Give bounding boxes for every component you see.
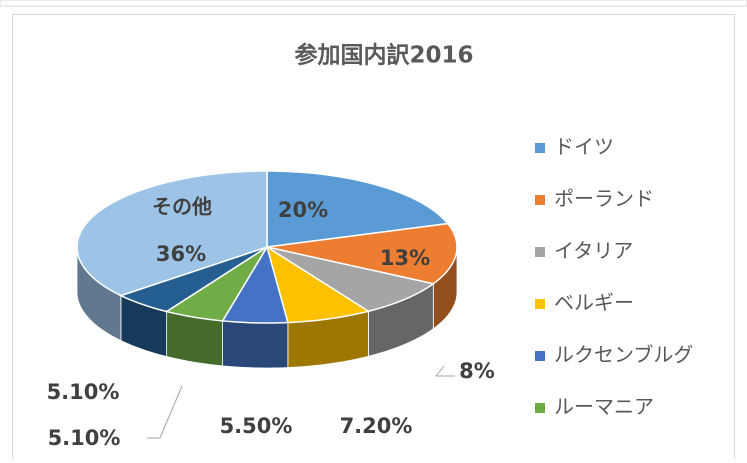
slice [266,246,436,313]
slice [76,170,268,297]
legend-swatch [535,299,545,309]
slice [221,245,289,324]
data-label: 7.20% [340,414,413,438]
legend-swatch [535,247,545,257]
legend-swatch [535,143,545,153]
data-label: 5.50% [220,414,293,438]
slice [266,170,450,248]
slice [118,246,268,313]
legend-swatch [535,403,545,413]
legend-label: ポーランド [554,187,654,211]
legend-label: イタリア [554,239,633,263]
leader-line [434,365,455,377]
data-label: 8% [459,359,495,383]
legend-label: ルーマニア [554,395,654,419]
legend-label: ドイツ [554,135,614,159]
top-strip [0,0,747,7]
slice-category-label: その他 [152,195,212,219]
data-label: 5.10% [48,426,121,450]
legend-label: ベルギー [554,291,634,315]
data-label: 20% [278,198,328,222]
legend-swatch [535,351,545,361]
slice-side [222,320,289,369]
slice [266,222,458,285]
legend-swatch [535,195,545,205]
data-label: 13% [380,246,430,270]
slice [164,246,268,322]
legend-label: ルクセンブルグ [554,343,693,367]
data-label: 36% [156,242,206,266]
leader-line [147,385,183,439]
slice [265,245,371,324]
chart-title: 参加国内訳2016 [294,42,473,69]
data-label: 5.10% [47,380,120,404]
